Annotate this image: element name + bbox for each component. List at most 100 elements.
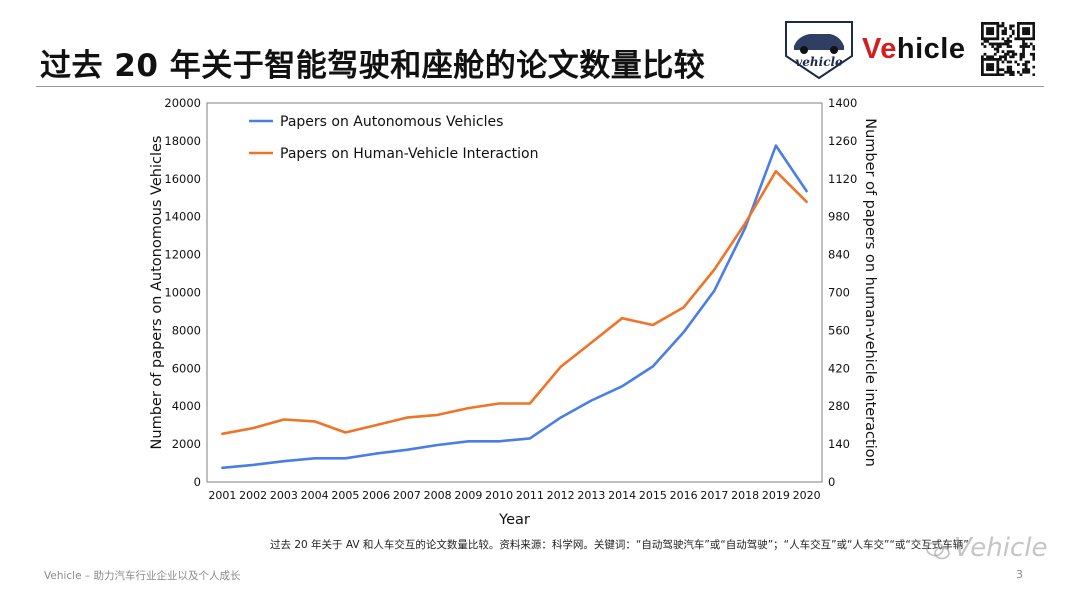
qr-module [1001,50,1005,54]
qr-module [1027,70,1031,74]
qr-module [1024,29,1028,33]
qr-module [981,32,984,36]
qr-module [991,37,995,41]
y-tick-label: 16000 [164,172,201,186]
qr-module [999,73,1002,76]
x-tick-label: 2019 [762,489,790,502]
qr-module [1009,27,1013,30]
qr-module [1001,68,1005,72]
qr-module [1022,45,1025,48]
watermark-text: Vehicle [954,533,1048,563]
qr-module [1009,45,1013,48]
qr-module [1032,47,1035,51]
qr-module [1006,50,1010,54]
qr-module [981,42,984,46]
qr-module [1009,68,1013,72]
qr-module [1022,55,1025,59]
qr-module [1022,52,1025,56]
qr-module [1004,55,1007,59]
qr-module [999,42,1002,46]
y-tick-label: 10000 [164,286,201,300]
qr-module [1022,37,1025,41]
qr-module [1011,52,1015,56]
qr-module [1006,70,1010,74]
qr-module [1014,52,1018,56]
qr-module [1032,22,1035,25]
y-tick-label: 6000 [172,361,201,375]
y-tick-label: 0 [194,475,201,489]
qr-module [1022,47,1025,51]
slide-title: 过去 20 年关于智能驾驶和座舱的论文数量比较 [40,48,706,84]
qr-module [1011,32,1015,36]
qr-module [1027,27,1031,30]
qr-module [1009,70,1013,74]
x-tick-label: 2002 [239,489,267,502]
y2-tick-label: 1120 [828,172,857,186]
qr-module [1004,70,1007,74]
y-tick-label: 18000 [164,134,201,148]
qr-module [986,73,989,76]
y2-tick-label: 840 [828,248,850,262]
qr-module [1017,32,1020,36]
qr-module [996,32,1000,36]
qr-module [1009,34,1013,38]
y2-tick-label: 420 [828,361,850,375]
qr-module [1022,32,1025,36]
qr-module [1022,27,1025,30]
qr-module [1032,29,1035,33]
qr-module [996,47,1000,51]
qr-module [1001,37,1005,41]
qr-module [1011,73,1015,76]
x-tick-label: 2006 [362,489,390,502]
y-axis-label: Number of papers on Autonomous Vehicles [149,136,165,450]
qr-module [1009,65,1013,69]
qr-module [1017,29,1020,33]
qr-module [1024,63,1028,66]
qr-module [988,73,992,76]
vehicle-logo-badge: vehicle [785,21,853,80]
qr-module [991,63,995,66]
qr-module [993,42,997,46]
qr-module [1032,24,1035,28]
plot-frame [206,102,823,483]
x-tick-label: 2018 [731,489,759,502]
qr-module [1017,63,1020,66]
qr-module [981,68,984,72]
qr-module [996,73,1000,76]
qr-module [1032,37,1035,41]
qr-module [1022,29,1025,33]
qr-module [996,24,1000,28]
x-tick-label: 2016 [670,489,698,502]
y2-tick-label: 140 [828,437,850,451]
qr-module [1004,27,1007,30]
qr-module [996,63,1000,66]
qr-module [996,29,1000,33]
qr-module [986,65,989,69]
qr-module [1032,65,1035,69]
qr-module [1017,24,1020,28]
y2-tick-label: 560 [828,323,850,337]
qr-module [991,27,995,30]
badge-wheel-left [800,46,808,54]
qr-module [1024,60,1028,64]
qr-module [1029,22,1033,25]
qr-module [988,37,992,41]
qr-module [1027,45,1031,48]
badge-car-icon [794,34,844,50]
qr-module [1022,40,1025,43]
qr-module [986,40,989,43]
y-tick-label: 8000 [172,323,201,337]
qr-module [981,27,984,30]
y2-tick-label: 0 [828,475,835,489]
badge-text: vehicle [795,55,843,69]
qr-module [1024,45,1028,48]
qr-module [1019,22,1023,25]
qr-module [999,55,1002,59]
y-tick-label: 12000 [164,248,201,262]
qr-module [1017,27,1020,30]
qr-module [993,47,997,51]
qr-module [983,52,987,56]
qr-module [993,37,997,41]
qr-module [1011,29,1015,33]
qr-module [996,22,1000,25]
